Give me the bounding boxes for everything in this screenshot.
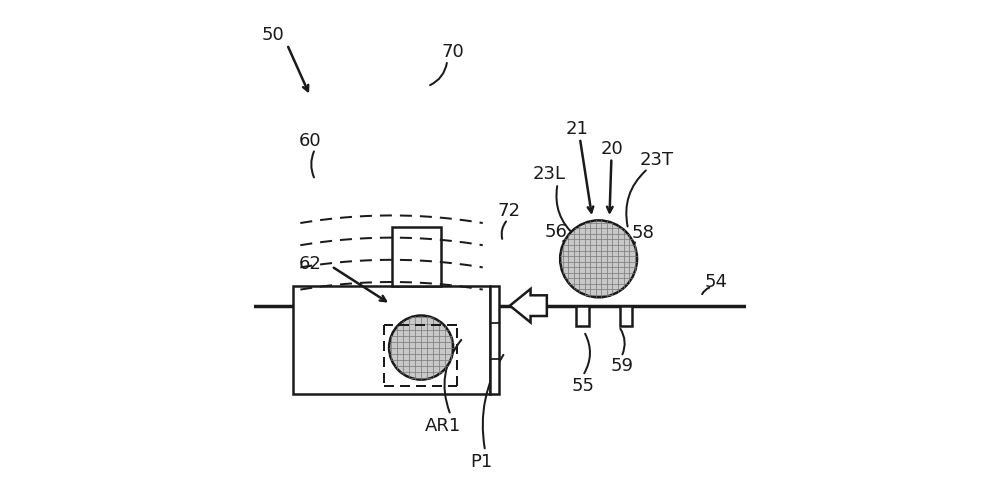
Bar [293,286,490,394]
Text: AR1: AR1 [425,418,461,435]
Text: 23T: 23T [640,151,674,169]
Text: 70: 70 [442,43,465,61]
Text: 59: 59 [611,357,634,375]
Text: 56: 56 [544,223,567,241]
Text: 58: 58 [632,224,654,242]
FancyArrow shape [510,289,547,322]
Text: 21: 21 [566,120,589,138]
Bar [620,306,632,326]
Text: 50: 50 [262,26,285,43]
Text: 54: 54 [704,273,727,291]
Bar [392,227,441,286]
Text: 20: 20 [601,140,624,158]
Circle shape [389,316,453,380]
Text: 55: 55 [571,377,594,394]
Text: 60: 60 [299,132,322,149]
Text: 72: 72 [498,202,521,219]
Bar [490,286,499,394]
Text: 23L: 23L [533,165,566,182]
Bar [576,306,589,326]
Text: 62: 62 [299,255,322,273]
Circle shape [560,220,637,297]
Text: P1: P1 [470,454,492,471]
